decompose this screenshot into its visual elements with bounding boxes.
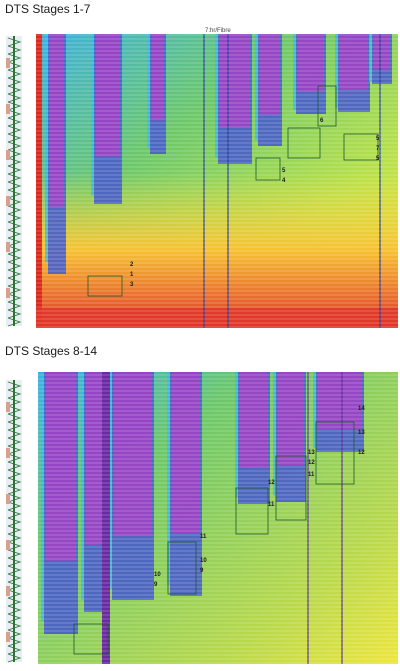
stage-box — [343, 133, 379, 161]
stage-label: 12 — [268, 480, 275, 486]
stage-label: 5 — [376, 136, 380, 142]
perforation-marker — [6, 632, 10, 642]
perforation-marker — [6, 448, 10, 458]
stage-box — [235, 487, 269, 535]
stage-label: 3 — [130, 282, 134, 288]
casing-zigzag — [7, 381, 22, 663]
stage-label: 10 — [154, 572, 161, 578]
stage-label: 2 — [130, 262, 134, 268]
stage-box — [315, 421, 355, 485]
stage-label: 11 — [308, 472, 315, 478]
perforation-marker — [6, 402, 10, 412]
stage-box — [317, 85, 337, 127]
stage-box — [73, 623, 109, 655]
perforation-marker — [6, 242, 10, 252]
stage-label: 1 — [130, 272, 134, 278]
stage-label: 11 — [200, 534, 207, 540]
stage-label: 4 — [282, 178, 286, 184]
panel-title-stages-8-14: DTS Stages 8-14 — [5, 344, 98, 358]
stage-label: 5 — [376, 156, 380, 162]
stage-label: 12 — [358, 450, 365, 456]
stage-label: 12 — [308, 460, 315, 466]
stage-label: 10 — [200, 558, 207, 564]
stage-label: 9 — [154, 582, 158, 588]
perforation-marker — [6, 540, 10, 550]
stage-label: 5 — [282, 168, 286, 174]
perforation-marker — [6, 288, 10, 298]
wellbore-schematic — [6, 380, 22, 663]
dts-heatmap-stages-1-7: 7:hr/Fibre 2 1 3 5 4 6 5 7 5 — [6, 28, 398, 328]
stage-box — [255, 157, 281, 181]
perforation-marker — [6, 104, 10, 114]
stage-label: 13 — [308, 450, 315, 456]
stage-box — [275, 455, 307, 521]
dts-heatmap-stages-8-14: 10 9 11 10 9 12 11 13 12 11 14 13 12 — [6, 372, 398, 664]
perforation-marker — [6, 494, 10, 504]
stage-label: 11 — [268, 502, 275, 508]
perforation-marker — [6, 58, 10, 68]
stage-box — [287, 127, 321, 159]
stage-label: 7 — [376, 146, 380, 152]
stage-box — [87, 275, 123, 297]
stage-label: 6 — [320, 118, 324, 124]
heatmap-area: 10 9 11 10 9 12 11 13 12 11 14 13 12 — [38, 372, 398, 664]
stage-label: 14 — [358, 406, 365, 412]
header-label: 7:hr/Fibre — [205, 28, 231, 34]
stage-label: 13 — [358, 430, 365, 436]
panel-title-stages-1-7: DTS Stages 1-7 — [5, 2, 91, 16]
stage-label: 9 — [200, 568, 204, 574]
perforation-marker — [6, 586, 10, 596]
casing-zigzag — [7, 37, 22, 327]
perforation-marker — [6, 196, 10, 206]
heatmap-area: 7:hr/Fibre 2 1 3 5 4 6 5 7 5 — [36, 28, 398, 328]
stage-box — [167, 541, 197, 595]
wellbore-schematic — [6, 36, 22, 327]
perforation-marker — [6, 150, 10, 160]
